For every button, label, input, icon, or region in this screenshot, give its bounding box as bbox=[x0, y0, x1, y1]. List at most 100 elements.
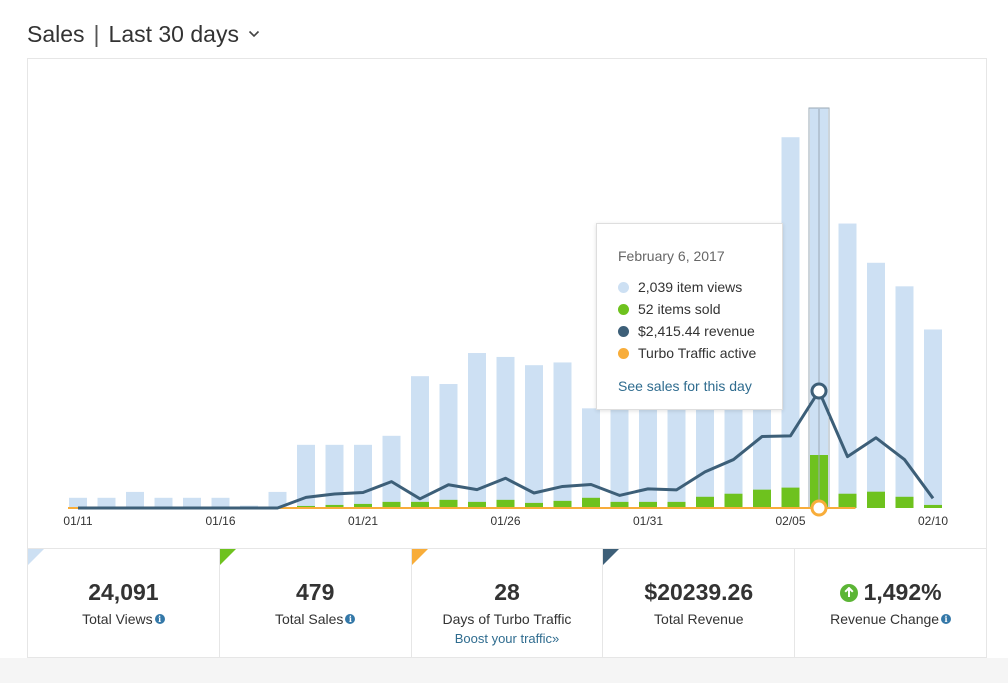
tooltip-row-turbo: Turbo Traffic active bbox=[618, 342, 782, 364]
total-sales-label: Total Sales bbox=[274, 611, 344, 627]
views-bar bbox=[838, 223, 857, 509]
page-header: Sales | Last 30 days bbox=[27, 18, 260, 50]
turbo-days-label: Days of Turbo Traffic bbox=[442, 611, 572, 627]
x-tick-label: 01/16 bbox=[205, 514, 235, 528]
views-bar bbox=[97, 497, 116, 508]
sold-bar bbox=[867, 491, 885, 508]
sold-bar bbox=[582, 497, 600, 508]
sold-bar bbox=[696, 496, 714, 508]
x-tick-label: 02/10 bbox=[918, 514, 948, 528]
views-bar bbox=[411, 376, 429, 508]
see-sales-link[interactable]: See sales for this day bbox=[618, 378, 752, 394]
sold-bar bbox=[496, 499, 515, 508]
info-icon[interactable]: i bbox=[345, 614, 356, 624]
turbo-days-label-row: Days of Turbo Traffic bbox=[412, 611, 603, 627]
total-views-value: 24,091 bbox=[88, 579, 159, 605]
date-range-label: Last 30 days bbox=[108, 20, 239, 47]
sales-chart[interactable]: 01/11 01/16 01/21 01/26 01/31 02/05 02/10 bbox=[28, 59, 986, 549]
revenue-change-label: Revenue Change bbox=[830, 611, 940, 627]
stat-turbo-days: 28 Days of Turbo Traffic Boost your traf… bbox=[411, 549, 604, 657]
sold-bar bbox=[382, 501, 401, 508]
revenue-change-value: 1,492% bbox=[863, 579, 942, 605]
sold-bar bbox=[297, 505, 315, 508]
views-bar bbox=[268, 491, 287, 508]
views-bar bbox=[553, 362, 572, 508]
sold-bar bbox=[411, 501, 429, 508]
chevron-down-icon bbox=[248, 30, 260, 38]
sold-bar bbox=[724, 493, 743, 508]
views-bar bbox=[183, 497, 201, 508]
revenue-legend-dot bbox=[618, 325, 629, 337]
views-bar bbox=[325, 444, 344, 508]
turbo-legend-dot bbox=[618, 347, 629, 359]
sold-bar bbox=[753, 489, 771, 508]
stat-revenue-change: 1,492% Revenue Change i bbox=[795, 549, 986, 657]
tooltip-row-revenue: $2,415.44 revenue bbox=[618, 320, 782, 342]
sold-bar bbox=[667, 501, 686, 508]
sold-bar bbox=[439, 499, 458, 508]
boost-traffic-link[interactable]: Boost your traffic» bbox=[454, 631, 560, 646]
views-corner-marker bbox=[28, 549, 44, 565]
sold-bar bbox=[895, 496, 914, 508]
views-bar bbox=[297, 444, 315, 508]
total-revenue-label: Total Revenue bbox=[654, 611, 744, 627]
views-bar bbox=[439, 384, 458, 508]
title-separator: | bbox=[93, 20, 100, 47]
x-tick-label: 01/31 bbox=[633, 514, 663, 528]
x-tick-label: 02/05 bbox=[775, 514, 805, 528]
x-tick-label: 01/11 bbox=[63, 514, 92, 528]
turbo-corner-marker bbox=[411, 549, 428, 565]
tooltip-sold-label: 52 items sold bbox=[638, 301, 721, 317]
sales-corner-marker bbox=[219, 549, 236, 565]
sold-bar bbox=[924, 504, 942, 508]
sold-bar bbox=[838, 493, 857, 508]
views-bar bbox=[354, 444, 372, 508]
total-revenue-value: $20239.26 bbox=[644, 579, 754, 605]
tooltip-row-sold: 52 items sold bbox=[618, 298, 782, 320]
turbo-point-marker bbox=[810, 499, 828, 517]
views-bar bbox=[468, 353, 486, 508]
chart-tooltip: February 6, 2017 2,039 item views 52 ite… bbox=[596, 223, 783, 410]
arrow-up-icon bbox=[839, 583, 858, 602]
views-bar bbox=[154, 497, 173, 508]
turbo-days-value: 28 bbox=[494, 579, 520, 605]
sold-bar bbox=[610, 501, 629, 508]
date-range-dropdown[interactable]: Last 30 days bbox=[109, 21, 260, 48]
sales-chart-panel: 01/11 01/16 01/21 01/26 01/31 02/05 02/10 Febr… bbox=[27, 58, 987, 548]
total-views-label-row: Total Views i bbox=[28, 611, 219, 627]
views-bar bbox=[126, 491, 144, 508]
x-tick-label: 01/21 bbox=[348, 514, 378, 528]
views-bar bbox=[924, 329, 942, 508]
views-bar bbox=[211, 497, 230, 508]
views-bar bbox=[867, 262, 885, 508]
x-tick-label: 01/26 bbox=[490, 514, 520, 528]
views-bar bbox=[582, 408, 600, 508]
revenue-line bbox=[78, 389, 935, 510]
sold-bar bbox=[354, 503, 372, 508]
revenue-change-value-row: 1,492% bbox=[795, 579, 986, 606]
views-bar bbox=[382, 435, 401, 508]
views-bar bbox=[69, 497, 87, 508]
revenue-change-label-row: Revenue Change i bbox=[795, 611, 986, 627]
page-footer-strip bbox=[0, 658, 1008, 683]
sold-bar bbox=[525, 502, 543, 508]
page-title: Sales bbox=[27, 20, 85, 47]
info-icon[interactable]: i bbox=[941, 614, 952, 624]
revenue-corner-marker bbox=[603, 549, 620, 565]
stat-total-views: 24,091 Total Views i bbox=[28, 549, 220, 657]
views-legend-dot bbox=[618, 281, 629, 293]
sold-bar bbox=[781, 487, 800, 508]
stat-total-sales: 479 Total Sales i bbox=[219, 549, 412, 657]
sold-bar bbox=[639, 501, 657, 508]
sold-bar bbox=[553, 500, 572, 508]
views-bar bbox=[895, 286, 914, 508]
revenue-point-marker bbox=[810, 382, 828, 400]
views-bar bbox=[525, 365, 543, 508]
total-sales-value: 479 bbox=[296, 579, 335, 605]
tooltip-revenue-label: $2,415.44 revenue bbox=[638, 323, 755, 339]
tooltip-views-label: 2,039 item views bbox=[638, 279, 743, 295]
info-icon[interactable]: i bbox=[154, 614, 165, 624]
views-bar bbox=[781, 137, 800, 508]
total-revenue-label-row: Total Revenue bbox=[603, 611, 794, 627]
views-bar bbox=[496, 356, 515, 508]
